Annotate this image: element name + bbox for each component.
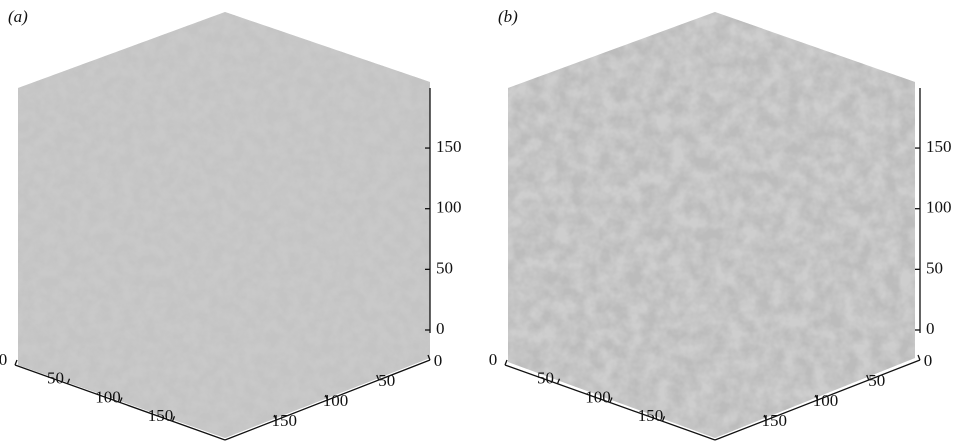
tick-mark: [66, 378, 71, 384]
tick-mark: [763, 414, 767, 421]
panel-label: (a): [8, 7, 28, 26]
tick-label: 100: [323, 391, 349, 410]
tick-label: 150: [272, 411, 298, 430]
tick-label: 0: [436, 319, 445, 338]
tick-label: 0: [924, 351, 933, 370]
tick-mark: [427, 354, 431, 361]
tick-mark: [556, 378, 561, 384]
tick-label: 50: [926, 258, 943, 277]
tick-label: 100: [926, 198, 952, 217]
tick-label: 100: [813, 391, 839, 410]
tick-mark: [917, 354, 921, 361]
tick-label: 0: [434, 351, 443, 370]
tick-mark: [171, 416, 176, 422]
tick-mark: [376, 374, 380, 381]
tick-label: 100: [585, 387, 611, 406]
tick-mark: [866, 374, 870, 381]
tick-label: 50: [868, 371, 885, 390]
tick-label: 50: [378, 371, 395, 390]
tick-mark: [324, 394, 329, 401]
cube-texture: [508, 12, 915, 438]
tick-mark: [14, 359, 18, 366]
tick-label: 0: [489, 350, 498, 369]
panel-a: [18, 12, 430, 438]
tick-label: 50: [537, 369, 554, 388]
tick-label: 0: [0, 350, 7, 369]
tick-label: 150: [762, 411, 788, 430]
tick-label: 150: [926, 137, 952, 156]
panel-label: (b): [498, 7, 518, 26]
cube-texture: [18, 12, 430, 438]
tick-mark: [609, 397, 613, 403]
tick-label: 150: [436, 137, 462, 156]
tick-mark: [504, 359, 508, 366]
tick-label: 150: [638, 406, 664, 425]
tick-label: 0: [926, 319, 935, 338]
tick-mark: [661, 416, 666, 422]
tick-mark: [814, 394, 819, 401]
tick-label: 150: [148, 406, 174, 425]
tick-mark: [273, 414, 277, 421]
tick-mark: [119, 397, 123, 403]
tick-label: 100: [95, 387, 121, 406]
tick-label: 100: [436, 198, 462, 217]
panel-b: [508, 12, 915, 438]
tick-label: 50: [436, 258, 453, 277]
tick-label: 50: [47, 369, 64, 388]
